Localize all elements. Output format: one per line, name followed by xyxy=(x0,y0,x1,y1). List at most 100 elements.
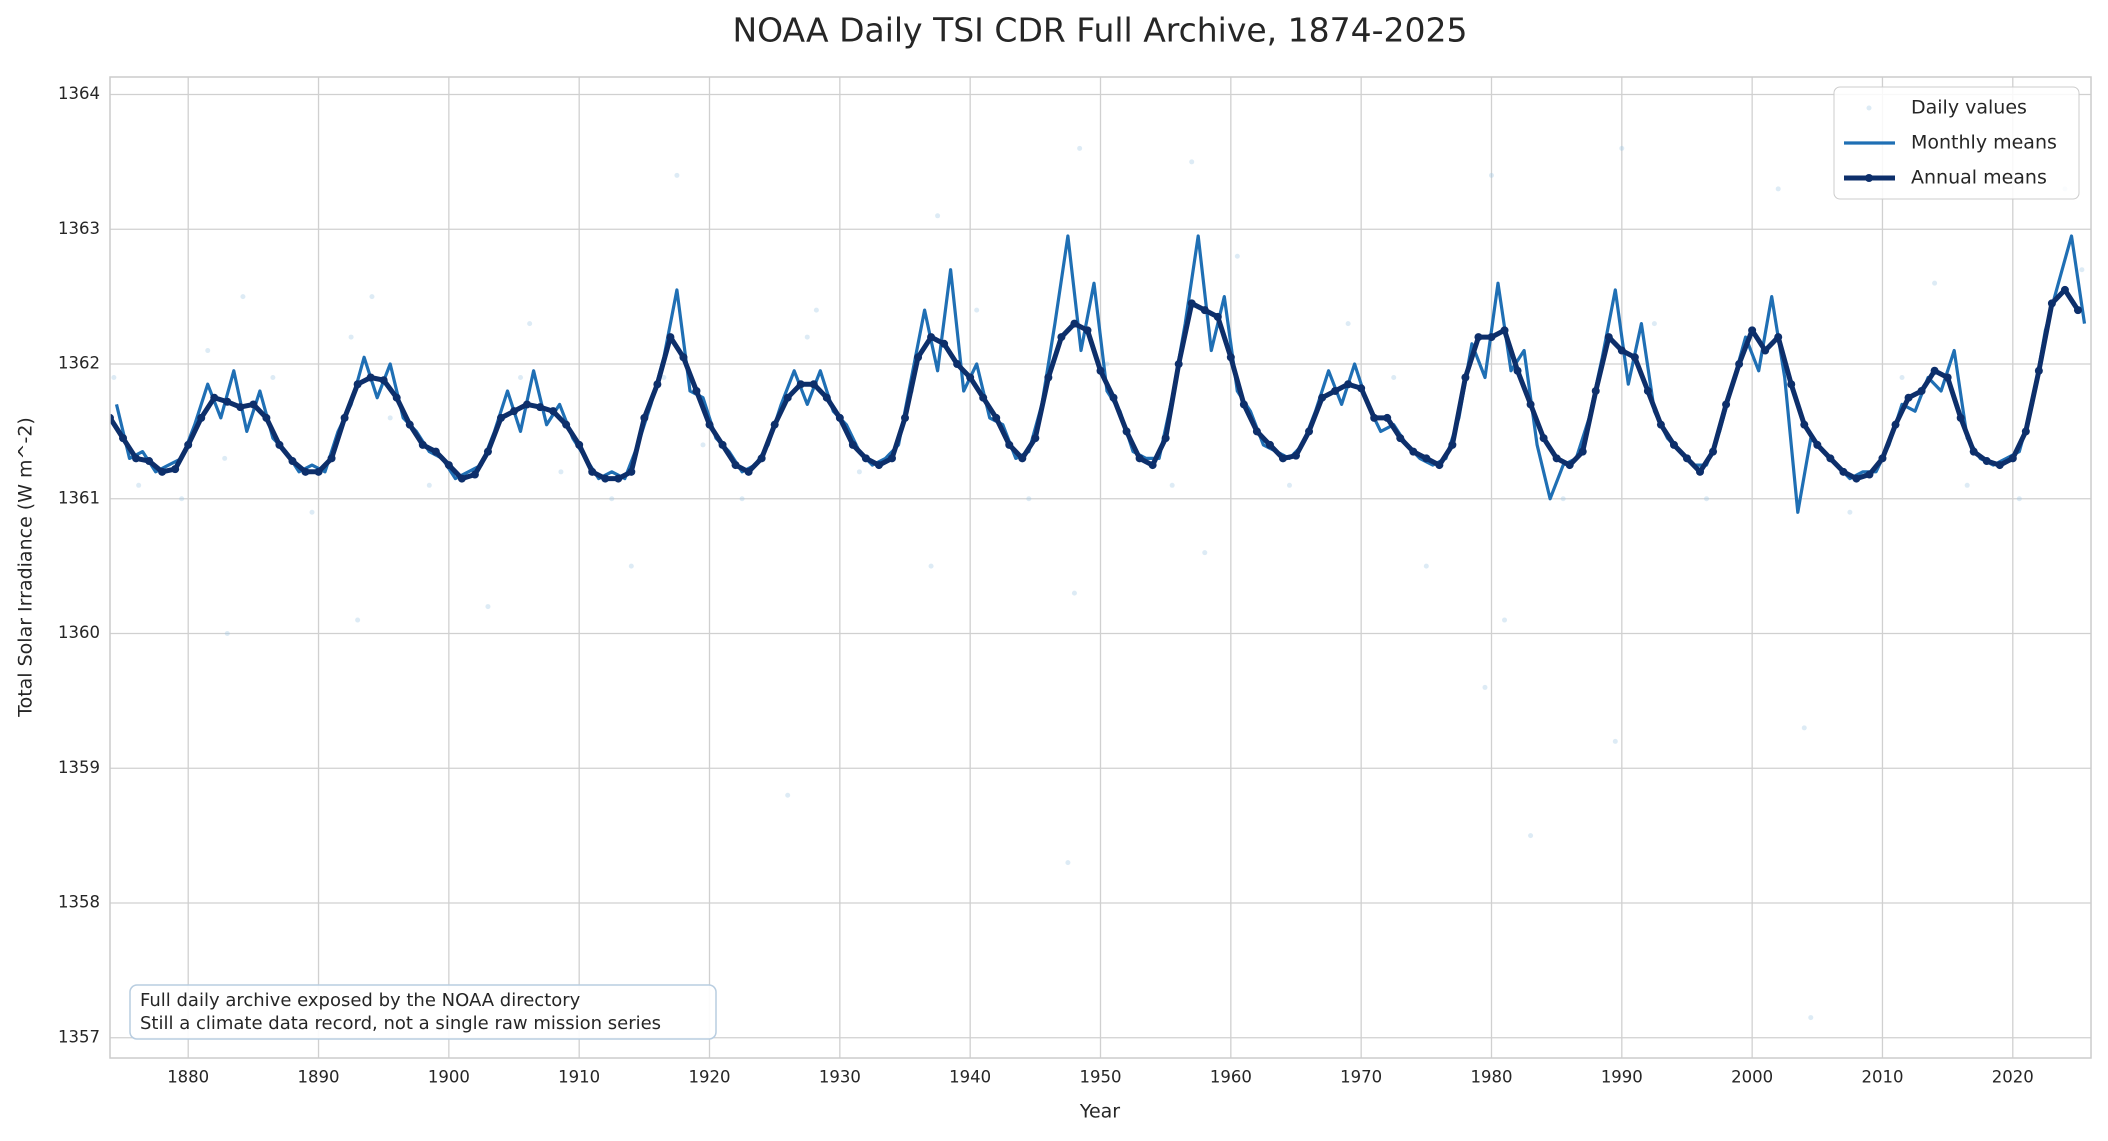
x-tick-label: 1960 xyxy=(1210,1068,1252,1087)
annual-point xyxy=(1187,299,1196,308)
annual-point xyxy=(1435,461,1444,470)
annotation-box xyxy=(129,984,717,1040)
annual-point xyxy=(2008,454,2017,463)
daily-point xyxy=(628,563,634,569)
daily-point xyxy=(700,442,706,448)
annual-point xyxy=(1226,353,1235,362)
daily-point xyxy=(205,348,211,354)
daily-point xyxy=(518,374,524,380)
daily-point xyxy=(785,792,791,798)
daily-point xyxy=(1202,550,1208,556)
daily-point xyxy=(1482,684,1488,690)
annual-point xyxy=(1826,454,1835,463)
daily-point xyxy=(1391,374,1397,380)
annual-point xyxy=(953,360,962,369)
annual-point xyxy=(262,413,271,422)
daily-point xyxy=(426,482,432,488)
annual-point xyxy=(861,454,870,463)
x-tick-label: 1950 xyxy=(1080,1068,1122,1087)
annual-point xyxy=(1318,393,1327,402)
annual-point xyxy=(731,461,740,470)
annual-point xyxy=(588,467,597,476)
daily-point xyxy=(309,509,315,515)
annual-point xyxy=(1161,434,1170,443)
daily-point xyxy=(222,455,228,461)
y-axis-label: Total Solar Irradiance (W m^-2) xyxy=(15,417,37,718)
annual-point xyxy=(2060,285,2069,294)
annual-point xyxy=(1109,393,1118,402)
annual-point xyxy=(1878,454,1887,463)
daily-point xyxy=(661,374,667,380)
annual-point xyxy=(914,353,923,362)
daily-point xyxy=(1932,280,1938,286)
daily-point xyxy=(1528,833,1534,839)
annual-point xyxy=(2034,366,2043,375)
annual-point xyxy=(1852,474,1861,483)
annual-point xyxy=(184,440,193,449)
annual-point xyxy=(744,467,753,476)
annual-point xyxy=(275,440,284,449)
daily-point xyxy=(558,469,564,475)
annual-point xyxy=(392,393,401,402)
annual-point xyxy=(1174,360,1183,369)
annual-point xyxy=(1252,427,1261,436)
annual-point xyxy=(1578,447,1587,456)
daily-point xyxy=(527,321,533,327)
annual-point xyxy=(1865,470,1874,479)
annual-point xyxy=(236,403,245,412)
annual-point xyxy=(614,474,623,483)
annual-point xyxy=(562,420,571,429)
annual-point xyxy=(940,339,949,348)
daily-point xyxy=(739,496,745,502)
x-tick-label: 2020 xyxy=(1992,1068,2034,1087)
annual-point xyxy=(353,380,362,389)
annotation-text: Full daily archive exposed by the NOAA d… xyxy=(140,990,581,1011)
y-tick-label: 1364 xyxy=(58,84,100,103)
daily-point xyxy=(674,172,680,178)
daily-point xyxy=(1619,145,1625,151)
daily-point xyxy=(1801,725,1807,731)
annual-point xyxy=(1982,457,1991,466)
annual-point xyxy=(110,413,114,422)
annual-point xyxy=(523,400,532,409)
daily-point xyxy=(1612,738,1618,744)
legend-box xyxy=(1833,86,2080,200)
annual-point xyxy=(1461,373,1470,382)
daily-point xyxy=(1234,253,1240,259)
daily-point xyxy=(609,496,615,502)
plot-frame xyxy=(109,76,2092,1059)
daily-point xyxy=(804,334,810,340)
annual-point xyxy=(1526,400,1535,409)
annual-point xyxy=(1839,467,1848,476)
annual-point xyxy=(848,440,857,449)
annual-point xyxy=(1474,333,1483,342)
daily-point xyxy=(974,307,980,313)
annual-point xyxy=(770,420,779,429)
annual-point xyxy=(1265,440,1274,449)
annual-point xyxy=(1917,386,1926,395)
annual-point xyxy=(1709,447,1718,456)
annual-point xyxy=(1291,451,1300,460)
annual-point xyxy=(536,403,545,412)
annual-point xyxy=(1722,400,1731,409)
annual-point xyxy=(1070,319,1079,328)
annual-point xyxy=(1682,454,1691,463)
annual-point xyxy=(327,454,336,463)
annual-point xyxy=(1005,440,1014,449)
annual-point xyxy=(1213,312,1222,321)
annual-point xyxy=(1761,346,1770,355)
daily-point xyxy=(1286,482,1292,488)
x-axis-label: Year xyxy=(1079,1101,1120,1123)
annual-point xyxy=(1018,454,1027,463)
daily-point xyxy=(111,374,117,380)
annual-point xyxy=(1122,427,1131,436)
annual-point xyxy=(1591,386,1600,395)
annual-point xyxy=(301,467,310,476)
legend-label: Monthly means xyxy=(1911,132,2057,154)
legend-marker xyxy=(1865,174,1873,182)
annual-point xyxy=(1305,427,1314,436)
annual-point xyxy=(1513,366,1522,375)
annual-point xyxy=(1448,440,1457,449)
chart-title: NOAA Daily TSI CDR Full Archive, 1874-20… xyxy=(732,11,1467,50)
